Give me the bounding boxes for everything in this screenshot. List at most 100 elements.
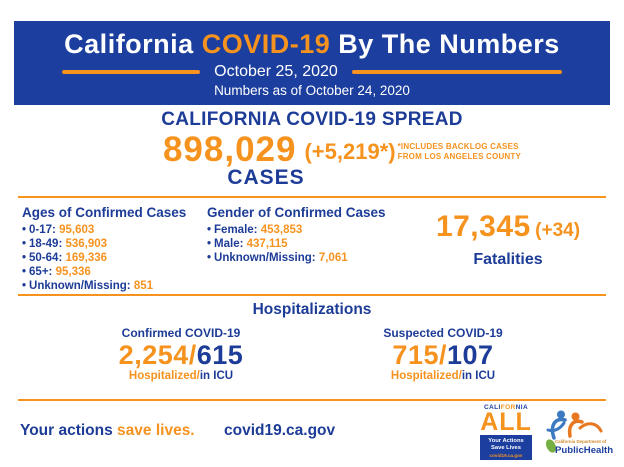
cdph-dept-text: California Department of (555, 439, 607, 444)
ages-heading: Ages of Confirmed Cases (22, 205, 187, 220)
badge-url: covid19.ca.gov (489, 452, 523, 458)
list-item: • 18-49: 536,903 (22, 237, 186, 251)
bullet-icon: • (22, 280, 27, 292)
california-all-logo: CALIFORNIA ALL Your Actions Save Lives c… (480, 404, 532, 461)
confirmed-hosp-sublabel: Hospitalized/in ICU (96, 370, 266, 382)
california-all-wordmark: CALIFORNIA (480, 404, 532, 412)
confirmed-icu-count: 615 (196, 340, 244, 370)
list-item: • 0-17: 95,603 (22, 223, 186, 237)
gender-label: Unknown/Missing: (214, 252, 316, 264)
spread-section: CALIFORNIA COVID-19 SPREAD 898,029 (+5,2… (0, 109, 624, 189)
date-rule-left (62, 69, 201, 74)
case-count-row: 898,029 (+5,219*) *INCLUDES BACKLOG CASE… (30, 130, 624, 169)
hospitalizations-row: Confirmed COVID-19 2,254/615 Hospitalize… (0, 326, 624, 382)
title-part1: California (64, 28, 202, 59)
age-label: 50-64: (29, 252, 63, 264)
page-title: California COVID-19 By The Numbers (14, 28, 610, 60)
date-row: October 25, 2020 (14, 63, 610, 81)
fatalities-block: 17,345 (+34) Fatalities (410, 212, 606, 269)
gender-label: Male: (214, 238, 244, 250)
divider-middle (18, 294, 606, 296)
age-value: 536,903 (65, 238, 108, 250)
hospitalized-label: Hospitalized/ (390, 370, 462, 382)
fatalities-new: (+34) (535, 220, 581, 241)
fatalities-count-row: 17,345 (+34) (410, 212, 606, 242)
backlog-note-line2: FROM LOS ANGELES COUNTY (397, 151, 522, 161)
list-item: • 65+: 95,336 (22, 265, 186, 279)
bullet-icon: • (207, 252, 212, 264)
backlog-note-line1: *INCLUDES BACKLOG CASES (397, 142, 519, 151)
bullet-icon: • (22, 238, 27, 250)
bullet-icon: • (207, 238, 212, 250)
suspected-hosp-numbers: 715/107 (358, 340, 528, 370)
bullet-icon: • (22, 266, 27, 278)
list-item: • Unknown/Missing: 851 (22, 279, 186, 293)
report-date: October 25, 2020 (214, 62, 338, 80)
as-of-date: Numbers as of October 24, 2020 (214, 82, 410, 98)
header-banner: California COVID-19 By The Numbers Octob… (14, 21, 610, 105)
total-cases: 898,029 (162, 130, 297, 169)
title-highlight: COVID-19 (201, 28, 331, 59)
bullet-icon: • (22, 252, 27, 264)
age-value: 169,336 (65, 252, 108, 264)
spread-heading: CALIFORNIA COVID-19 SPREAD (161, 109, 463, 130)
age-label: Unknown/Missing: (29, 280, 131, 292)
divider-bottom (18, 399, 606, 401)
demographics-section: Ages of Confirmed Cases • 0-17: 95,603 • 1… (0, 205, 624, 293)
bullet-icon: • (22, 224, 27, 236)
gender-value: 7,061 (318, 252, 348, 264)
list-item: • Female: 453,853 (207, 223, 386, 237)
fatalities-total: 17,345 (435, 210, 531, 243)
tagline-orange: save lives. (117, 422, 195, 439)
slash-separator: / (188, 340, 197, 370)
website-url: covid19.ca.gov (224, 422, 336, 439)
list-item: • Male: 437,115 (207, 237, 386, 251)
age-value: 95,603 (59, 224, 95, 236)
in-icu-label: in ICU (199, 370, 234, 382)
suspected-hosp-label: Suspected COVID-19 (383, 326, 503, 340)
hospitalized-label: Hospitalized/ (128, 370, 200, 382)
cali-text: CALI (483, 404, 501, 411)
age-value: 95,336 (55, 266, 91, 278)
hospitalizations-section: Hospitalizations Confirmed COVID-19 2,25… (0, 301, 624, 382)
cdph-name-text: PublicHealth (555, 445, 613, 456)
date-rule-right (351, 69, 562, 74)
tagline-blue: Your actions (20, 422, 118, 439)
new-cases: (+5,219*) (304, 139, 396, 164)
age-label: 0-17: (29, 224, 56, 236)
for-text: FOR (500, 404, 516, 411)
age-value: 851 (133, 280, 154, 292)
confirmed-hosp-label: Confirmed COVID-19 (121, 326, 241, 340)
divider-top (18, 196, 606, 198)
badge-line1: Your Actions (488, 437, 524, 444)
suspected-hosp-sublabel: Hospitalized/in ICU (358, 370, 528, 382)
ages-column: Ages of Confirmed Cases • 0-17: 95,603 • 1… (22, 205, 186, 293)
slash-separator: / (438, 340, 447, 370)
gender-column: Gender of Confirmed Cases • Female: 453,8… (207, 205, 386, 265)
tagline: Your actions save lives. (20, 422, 195, 440)
gender-value: 437,115 (246, 238, 288, 250)
all-text: ALL (480, 407, 532, 436)
confirmed-hospitalized-count: 2,254 (118, 340, 189, 370)
fatalities-label: Fatalities (473, 251, 543, 268)
title-part2: By The Numbers (330, 28, 560, 59)
hospitalizations-heading: Hospitalizations (252, 301, 372, 318)
in-icu-label: in ICU (461, 370, 496, 382)
suspected-icu-count: 107 (447, 340, 494, 370)
age-label: 18-49: (29, 238, 63, 250)
backlog-note: *INCLUDES BACKLOG CASES FROM LOS ANGELES… (398, 133, 521, 161)
confirmed-hosp-numbers: 2,254/615 (96, 340, 266, 370)
list-item: • Unknown/Missing: 7,061 (207, 251, 386, 265)
cdph-logo: California Department of PublicHealth (542, 407, 620, 466)
list-item: • 50-64: 169,336 (22, 251, 186, 265)
gender-value: 453,853 (260, 224, 303, 236)
age-label: 65+: (29, 266, 53, 278)
suspected-hospitalized-count: 715 (392, 340, 439, 370)
gender-label: Female: (214, 224, 258, 236)
gender-heading: Gender of Confirmed Cases (207, 205, 386, 220)
suspected-hosp-block: Suspected COVID-19 715/107 Hospitalized/… (358, 326, 528, 382)
confirmed-hosp-block: Confirmed COVID-19 2,254/615 Hospitalize… (96, 326, 266, 382)
nia-text: NIA (515, 404, 529, 411)
bullet-icon: • (207, 224, 212, 236)
